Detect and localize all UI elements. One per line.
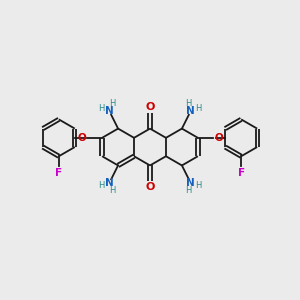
Text: H: H: [98, 104, 105, 113]
Text: H: H: [185, 99, 191, 108]
Text: O: O: [145, 102, 155, 112]
Text: H: H: [195, 181, 202, 190]
Text: N: N: [186, 178, 195, 188]
Text: H: H: [98, 181, 105, 190]
Text: N: N: [105, 106, 114, 116]
Text: F: F: [238, 168, 245, 178]
Text: O: O: [77, 133, 86, 142]
Text: O: O: [145, 182, 155, 192]
Text: N: N: [186, 106, 195, 116]
Text: H: H: [109, 186, 115, 195]
Text: H: H: [109, 99, 115, 108]
Text: F: F: [55, 168, 62, 178]
Text: H: H: [185, 186, 191, 195]
Text: N: N: [105, 178, 114, 188]
Text: H: H: [195, 104, 202, 113]
Text: O: O: [214, 133, 223, 142]
